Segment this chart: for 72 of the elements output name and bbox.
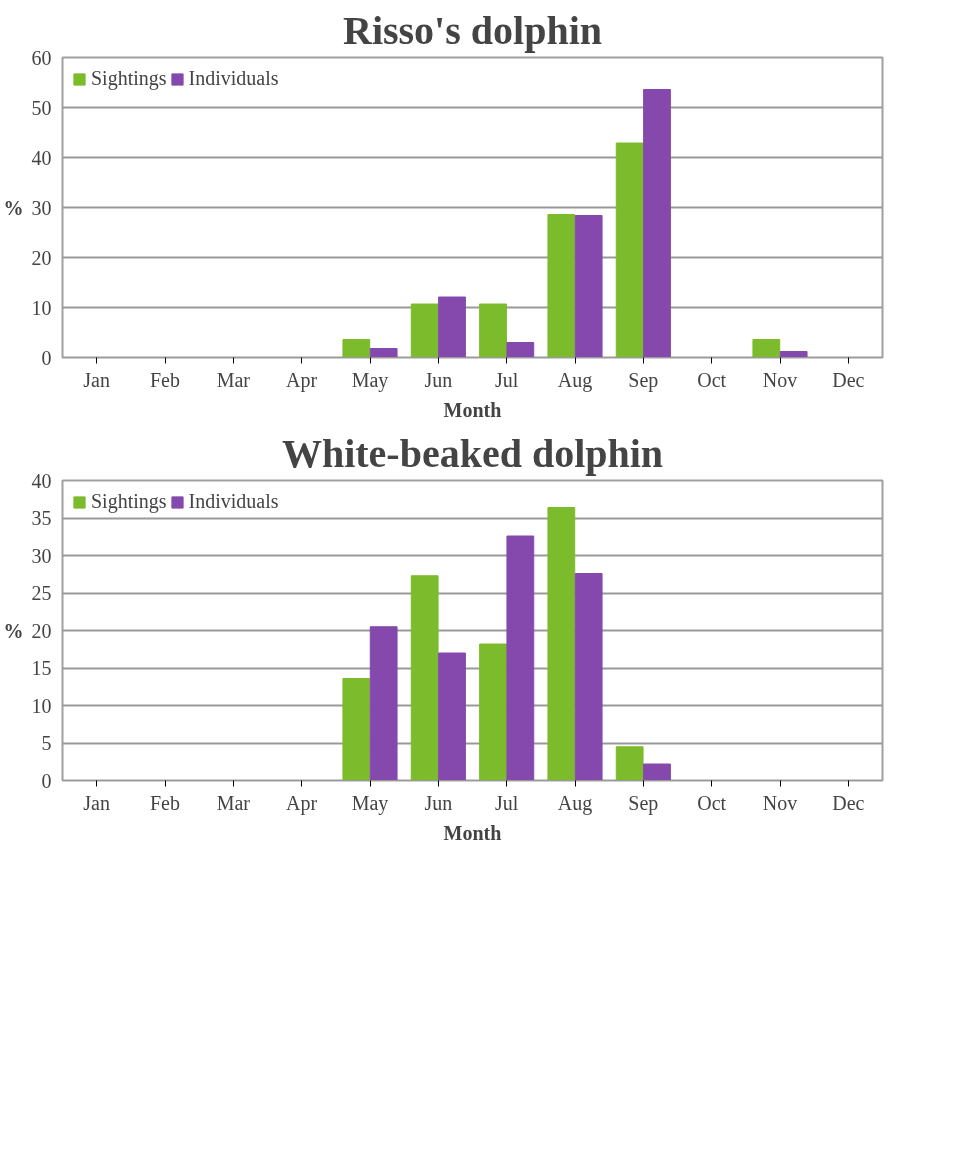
y-tick-label: 40	[31, 469, 52, 492]
x-tick-label: Sep	[628, 368, 659, 392]
bar	[752, 339, 781, 358]
x-tick-label: Feb	[150, 791, 180, 814]
bar	[438, 296, 466, 358]
y-tick-label: 50	[31, 96, 52, 119]
x-tick-label: Nov	[762, 368, 798, 391]
y-tick-label: 5	[41, 732, 52, 754]
y-axis-title: %	[3, 196, 24, 219]
bar	[574, 573, 603, 781]
bar	[506, 342, 535, 358]
y-tick-label: 15	[31, 657, 52, 679]
x-tick-label: Jun	[424, 368, 453, 391]
x-tick-label: Feb	[150, 368, 180, 391]
bar	[479, 303, 507, 358]
bar	[615, 142, 644, 358]
bar	[506, 535, 535, 781]
bar	[342, 339, 371, 358]
x-tick-label: Mar	[216, 368, 251, 391]
bar	[779, 351, 808, 358]
chart-title: Risso's dolphin	[342, 7, 603, 53]
y-tick-label: 10	[31, 296, 52, 319]
x-tick-label: Jan	[83, 791, 111, 814]
legend-label: Individuals	[188, 490, 279, 513]
y-tick-label: 10	[31, 694, 52, 717]
x-axis-title: Month	[443, 398, 502, 421]
x-tick-label: Apr	[286, 791, 318, 815]
x-tick-label: Dec	[832, 791, 865, 814]
y-tick-label: 20	[31, 619, 52, 642]
y-tick-label: 25	[31, 582, 52, 604]
bar	[643, 89, 671, 358]
x-tick-label: May	[351, 791, 389, 815]
y-tick-label: 35	[31, 507, 52, 529]
y-tick-label: 0	[41, 346, 52, 369]
x-tick-label: Oct	[697, 791, 727, 814]
bar	[342, 678, 371, 781]
x-tick-label: May	[351, 368, 389, 392]
legend-label: Sightings	[91, 67, 167, 90]
bar	[438, 652, 466, 781]
bar	[643, 763, 671, 781]
bar	[547, 214, 576, 358]
x-tick-label: Sep	[628, 791, 659, 815]
x-tick-label: Dec	[832, 368, 865, 391]
x-tick-label: Aug	[557, 791, 593, 815]
x-tick-label: Jan	[83, 368, 111, 391]
bar	[615, 746, 644, 781]
y-tick-label: 60	[31, 46, 52, 69]
x-tick-label: Oct	[697, 368, 727, 391]
y-tick-label: 30	[31, 196, 52, 219]
x-tick-label: Nov	[762, 791, 798, 814]
bar	[369, 348, 398, 358]
bar	[410, 575, 439, 781]
y-tick-label: 40	[31, 146, 52, 169]
chart-title: White-beaked dolphin	[281, 430, 664, 476]
bar	[574, 215, 603, 358]
legend-label: Individuals	[188, 67, 279, 90]
x-tick-label: Mar	[216, 791, 251, 814]
x-tick-label: Jul	[495, 368, 519, 391]
x-tick-label: Aug	[557, 368, 593, 392]
bar	[547, 507, 576, 781]
x-tick-label: Jun	[424, 791, 453, 814]
y-tick-label: 0	[41, 769, 52, 792]
y-tick-label: 30	[31, 544, 52, 567]
bar	[479, 643, 507, 781]
bar	[369, 626, 398, 781]
y-tick-label: 20	[31, 246, 52, 269]
x-tick-label: Apr	[286, 368, 318, 392]
bar	[410, 303, 439, 358]
legend-label: Sightings	[91, 490, 167, 513]
x-tick-label: Jul	[495, 791, 519, 814]
y-axis-title: %	[3, 619, 24, 642]
x-axis-title: Month	[443, 821, 502, 844]
